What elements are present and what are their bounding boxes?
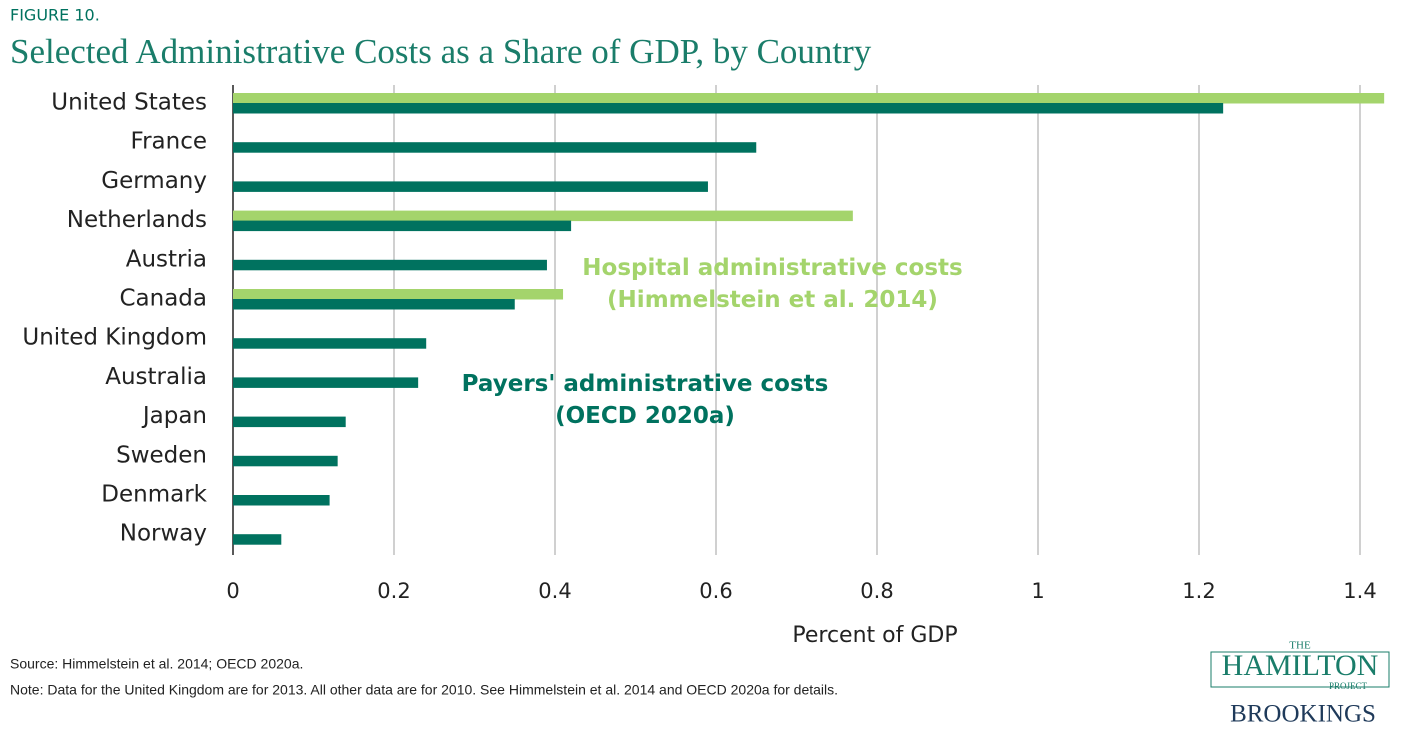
y-tick-label: Australia [105,364,207,390]
bar [233,338,427,349]
x-tick-label: 1.4 [1343,579,1376,603]
logo-the: THE [1289,640,1311,652]
bar [233,103,1224,114]
series-label: Hospital administrative costs (Himmelste… [582,255,963,313]
x-tick-label: 0 [226,579,239,603]
bar [233,495,330,506]
y-tick-label: Netherlands [67,207,207,233]
chart-title: Selected Administrative Costs as a Share… [10,32,872,71]
bar [233,210,853,222]
x-tick-label: 0.6 [699,579,732,603]
logo: THE HAMILTON PROJECT BROOKINGS [1210,640,1390,728]
bar [233,534,282,545]
note: Note: Data for the United Kingdom are fo… [10,682,838,698]
x-axis-label: Percent of GDP [792,623,957,648]
logo-frame [1210,651,1390,688]
bar [233,259,547,271]
logo-brookings: BROOKINGS [1230,701,1376,728]
bar [233,93,1385,104]
y-tick-label: Austria [126,246,207,272]
source: Source: Himmelstein et al. 2014; OECD 20… [10,656,303,672]
bar [233,377,419,388]
logo-project: PROJECT [1329,681,1368,691]
x-tick-label: 0.8 [860,579,893,603]
y-tick-label: Canada [119,286,207,312]
bar [233,181,708,192]
y-tick-label: France [131,129,207,155]
series-label: Payers' administrative costs (OECD 2020a… [461,371,829,429]
y-tick-label: Denmark [101,482,207,508]
y-tick-label: United States [51,90,207,116]
bar [233,289,564,300]
bar [233,455,338,467]
bar [233,299,515,310]
y-tick-label: Norway [120,521,207,547]
bar [233,416,346,428]
logo-hamilton: HAMILTON [1222,649,1379,682]
x-tick-label: 1.2 [1182,579,1215,603]
figure-label: FIGURE 10. [10,6,100,25]
bar [233,220,572,232]
bar [233,142,757,153]
x-tick-label: 0.4 [538,579,571,603]
y-tick-label: Sweden [116,442,207,468]
y-tick-label: Germany [101,168,207,194]
x-tick-label: 0.2 [377,579,410,603]
y-tick-label: United Kingdom [22,325,207,351]
y-tick-label: Japan [141,403,207,429]
x-tick-label: 1 [1031,579,1044,603]
